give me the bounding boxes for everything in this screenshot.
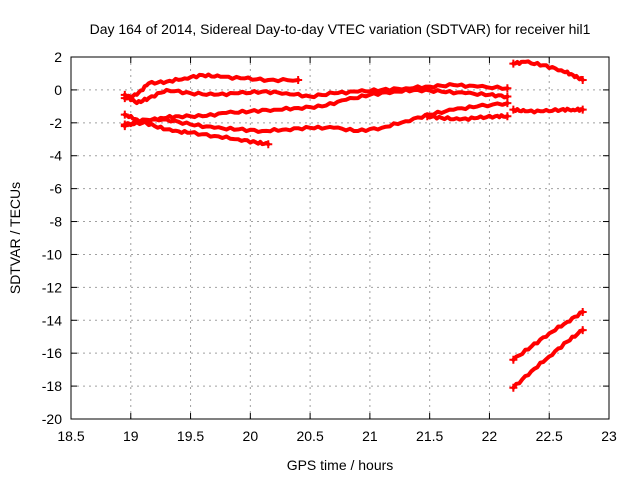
x-tick-label: 20.5 [296, 428, 323, 444]
series-arc-7-marker [509, 105, 518, 114]
y-tick-label: -8 [50, 214, 63, 230]
x-tick-label: 18.5 [57, 428, 84, 444]
series-arc-5-marker [120, 110, 129, 119]
x-tick-label: 21 [362, 428, 378, 444]
series-arc-6-marker [423, 112, 432, 121]
series-arc-8 [511, 59, 585, 82]
y-tick-label: -18 [42, 378, 62, 394]
tick-layer [70, 56, 610, 420]
y-axis-label: SDTVAR / TECUs [7, 182, 23, 294]
chart-title: Day 164 of 2014, Sidereal Day-to-day VTE… [90, 21, 591, 37]
x-tick-labels: 18.5 19 19.5 20 20.5 21 21.5 22 22.5 23 [57, 428, 617, 444]
y-tick-label: -14 [42, 312, 62, 328]
series-arc-6 [425, 113, 510, 122]
series-arc-9-marker [509, 355, 518, 364]
y-tick-label: 2 [54, 49, 62, 65]
series-arc-5 [122, 112, 271, 147]
series-arc-4 [122, 101, 510, 134]
series-arc-2-marker [120, 90, 129, 99]
series-arc-9 [511, 310, 585, 362]
series-arc-8-marker [578, 76, 587, 85]
y-tick-labels: -20-18-16-14-12-10-8-6-4-202 [42, 49, 62, 427]
series-arc-2 [122, 82, 510, 106]
y-tick-label: -12 [42, 279, 62, 295]
series-arc-1-marker [294, 76, 303, 85]
x-tick-label: 19 [123, 428, 139, 444]
y-tick-label: -4 [50, 148, 63, 164]
series-arc-2-marker [503, 84, 512, 93]
series-arc-10-marker [509, 383, 518, 392]
series-arc-9-marker [578, 308, 587, 317]
x-tick-label: 22.5 [536, 428, 563, 444]
series-arc-1 [122, 72, 301, 101]
series-arc-10-marker [578, 326, 587, 335]
x-tick-label: 22 [482, 428, 498, 444]
y-tick-label: -20 [42, 411, 62, 427]
series-arc-5-marker [264, 140, 273, 149]
series-arc-3 [122, 87, 510, 127]
y-tick-label: -10 [42, 246, 62, 262]
series-arc-4-marker [120, 122, 129, 131]
series-arc-10 [511, 328, 585, 390]
series-arc-4-marker [503, 99, 512, 108]
series-arc-7 [511, 106, 585, 115]
x-tick-label: 23 [601, 428, 617, 444]
x-tick-label: 20 [243, 428, 259, 444]
plot-frame [70, 56, 610, 420]
series-arc-8-marker [509, 59, 518, 68]
x-axis-label: GPS time / hours [287, 457, 394, 473]
x-tick-label: 19.5 [177, 428, 204, 444]
series-layer [120, 59, 587, 392]
x-tick-label: 21.5 [416, 428, 443, 444]
y-tick-label: -16 [42, 345, 62, 361]
y-tick-label: -2 [50, 115, 63, 131]
series-arc-7-marker [578, 105, 587, 114]
y-tick-label: -6 [50, 181, 63, 197]
y-tick-label: 0 [54, 82, 62, 98]
series-arc-6-marker [503, 112, 512, 121]
